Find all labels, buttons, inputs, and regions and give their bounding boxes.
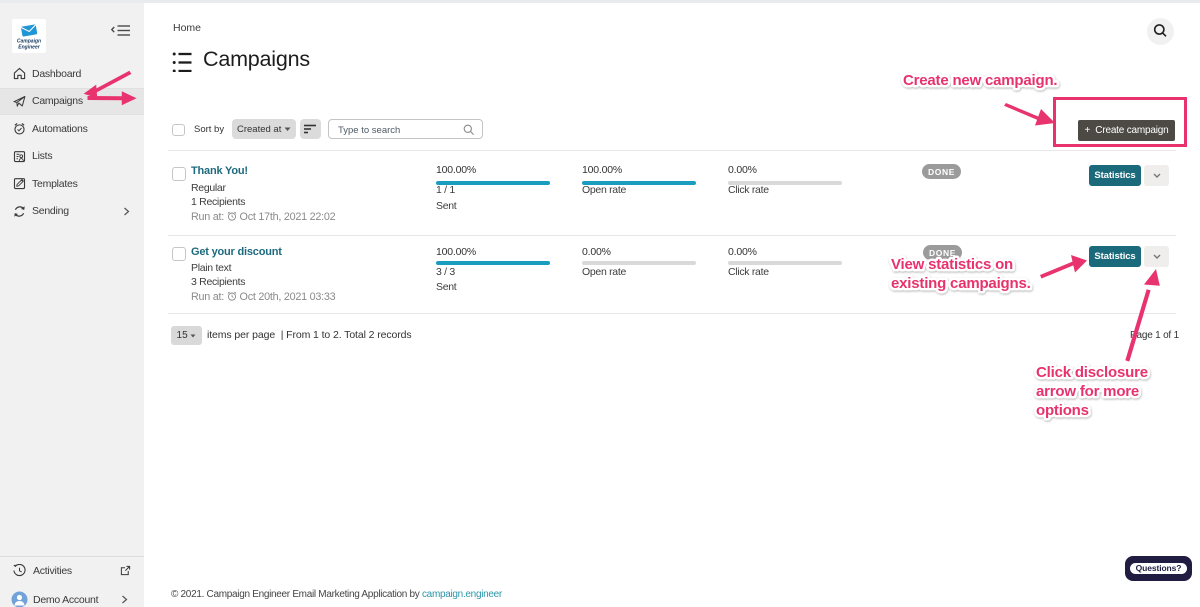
svg-text:Click disclosure: Click disclosure: [1036, 364, 1148, 381]
svg-text:Engineer: Engineer: [18, 45, 40, 51]
svg-text:options: options: [1036, 402, 1089, 419]
svg-text:arrow for more: arrow for more: [1036, 383, 1139, 400]
svg-text:Create new campaign.: Create new campaign.: [903, 72, 1057, 89]
svg-text:Campaign: Campaign: [17, 39, 41, 45]
svg-text:existing campaigns.: existing campaigns.: [891, 275, 1031, 292]
